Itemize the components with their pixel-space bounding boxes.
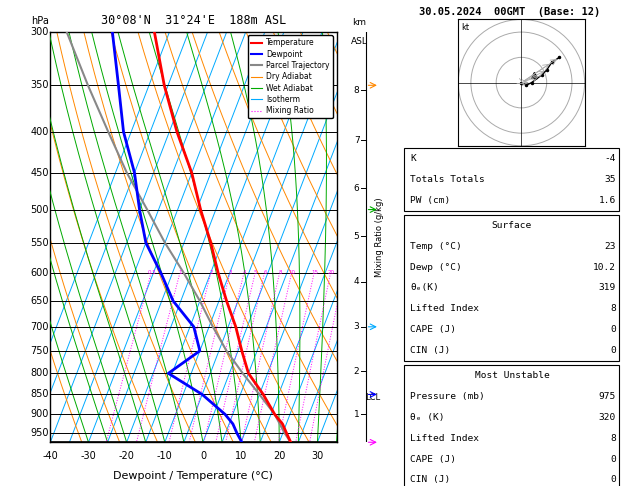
Text: 975: 975 [599,392,616,401]
Text: 350: 350 [30,80,49,90]
Text: 4: 4 [354,277,360,286]
Text: Surface: Surface [492,221,532,230]
Text: 6: 6 [264,270,267,275]
Text: 1: 1 [353,410,360,419]
Text: Lifted Index: Lifted Index [410,434,479,443]
Text: CIN (J): CIN (J) [410,475,450,485]
Text: 1.6: 1.6 [599,196,616,205]
Text: 950: 950 [30,428,49,438]
Text: 750: 750 [30,346,49,356]
Text: 25: 25 [341,270,348,275]
Text: 900: 900 [31,409,49,419]
Text: 500: 500 [30,205,49,215]
Text: 7: 7 [353,136,360,145]
Text: PW (cm): PW (cm) [410,196,450,205]
Text: 450: 450 [30,168,49,178]
Text: 800: 800 [31,368,49,378]
Text: CAPE (J): CAPE (J) [410,325,456,334]
Text: θₑ(K): θₑ(K) [410,283,439,293]
Text: 320: 320 [599,413,616,422]
Text: -10: -10 [157,451,173,461]
Text: 319: 319 [599,283,616,293]
Text: 8: 8 [610,304,616,313]
Text: 2: 2 [354,366,360,376]
Text: 400: 400 [31,127,49,137]
Text: Most Unstable: Most Unstable [474,371,549,380]
Text: Lifted Index: Lifted Index [410,304,479,313]
Bar [404,215,620,361]
Text: Pressure (mb): Pressure (mb) [410,392,485,401]
Bar [404,148,620,211]
Bar [404,365,620,486]
Text: 0: 0 [200,451,206,461]
Text: Temp (°C): Temp (°C) [410,242,462,251]
Text: θₑ (K): θₑ (K) [410,413,445,422]
Text: km: km [352,18,367,28]
Text: 700: 700 [30,322,49,332]
Text: 5: 5 [254,270,257,275]
Text: CIN (J): CIN (J) [410,346,450,355]
Text: -40: -40 [42,451,58,461]
Text: -4: -4 [604,154,616,163]
Text: -20: -20 [119,451,135,461]
Text: 6: 6 [353,184,360,192]
Text: 0: 0 [610,346,616,355]
Text: Dewpoint / Temperature (°C): Dewpoint / Temperature (°C) [113,471,274,481]
Text: 23: 23 [604,242,616,251]
Text: -30: -30 [81,451,96,461]
Text: 10: 10 [235,451,247,461]
Text: 8: 8 [610,434,616,443]
Text: 2: 2 [209,270,213,275]
Text: 30: 30 [311,451,323,461]
Text: ASL: ASL [351,37,368,46]
Text: 3: 3 [353,322,360,331]
Text: 8: 8 [353,86,360,95]
Text: © weatheronline.co.uk: © weatheronline.co.uk [457,473,562,482]
Text: Mixing Ratio (g/kg): Mixing Ratio (g/kg) [376,197,384,277]
Text: Dewp (°C): Dewp (°C) [410,262,462,272]
Legend: Temperature, Dewpoint, Parcel Trajectory, Dry Adiabat, Wet Adiabat, Isotherm, Mi: Temperature, Dewpoint, Parcel Trajectory… [248,35,333,118]
Text: Totals Totals: Totals Totals [410,175,485,184]
Text: hPa: hPa [31,16,49,26]
Text: 850: 850 [30,389,49,399]
Text: 20: 20 [273,451,286,461]
Text: 4: 4 [243,270,247,275]
Text: 1: 1 [179,270,182,275]
Text: 30°08'N  31°24'E  188m ASL: 30°08'N 31°24'E 188m ASL [101,15,286,28]
Text: LCL: LCL [365,393,381,402]
Text: 5: 5 [353,232,360,241]
Text: 30.05.2024  00GMT  (Base: 12): 30.05.2024 00GMT (Base: 12) [419,7,600,17]
Text: 8: 8 [279,270,282,275]
Text: 15: 15 [311,270,318,275]
Text: CAPE (J): CAPE (J) [410,454,456,464]
Text: K: K [410,154,416,163]
Text: 300: 300 [31,27,49,36]
Text: 20: 20 [328,270,335,275]
Text: 0: 0 [610,454,616,464]
Text: 0.5: 0.5 [147,270,156,275]
Text: 0: 0 [610,325,616,334]
Text: 650: 650 [30,296,49,306]
Text: 35: 35 [604,175,616,184]
Text: 550: 550 [30,238,49,248]
Text: 10.2: 10.2 [593,262,616,272]
Text: 3: 3 [229,270,232,275]
Text: 600: 600 [31,268,49,278]
Text: 0: 0 [610,475,616,485]
Text: 10: 10 [289,270,296,275]
